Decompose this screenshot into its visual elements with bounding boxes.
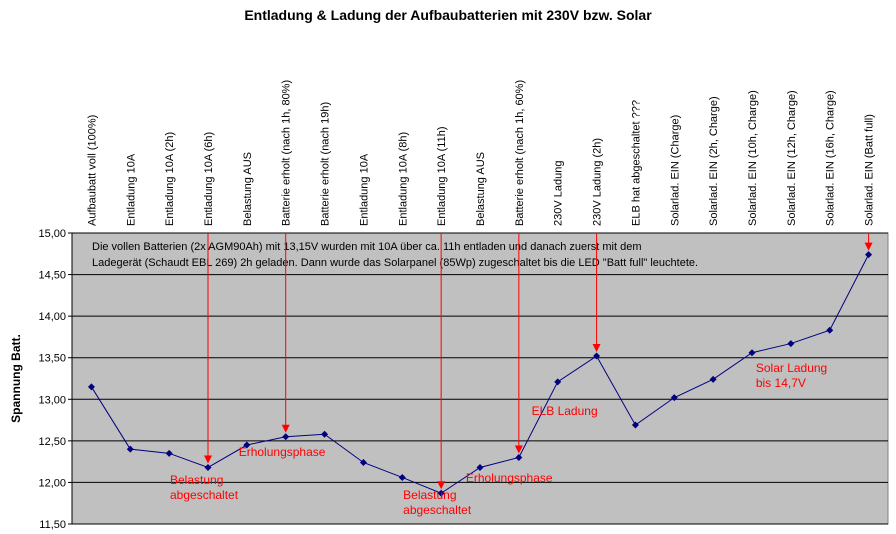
y-tick-label: 13,50	[38, 353, 66, 365]
note-line: Ladegerät (Schaudt EBL 269) 2h geladen. …	[92, 257, 698, 269]
x-category-label: ELB hat abgeschaltet ???	[630, 100, 642, 226]
y-tick-label: 12,50	[38, 436, 66, 448]
data-point	[282, 433, 290, 441]
x-category-label: Solarlad. EIN (12h, Charge)	[786, 90, 798, 226]
x-category-label: Belastung AUS	[242, 152, 254, 226]
data-point	[709, 375, 717, 383]
x-category-label: Solarlad. EIN (16h, Charge)	[825, 90, 837, 226]
annotation-arrow	[204, 233, 212, 464]
annotation-label: Belastung	[403, 488, 456, 502]
x-category-label: Belastung AUS	[475, 152, 487, 226]
data-point	[826, 326, 834, 334]
data-point	[204, 463, 212, 471]
arrow-head	[514, 445, 523, 454]
x-category-label: 230V Ladung (2h)	[592, 138, 604, 226]
data-point	[398, 473, 406, 481]
y-axis-label: Spannung Batt.	[9, 334, 23, 423]
data-point	[787, 340, 795, 348]
x-category-label: Solarlad. EIN (Charge)	[669, 115, 681, 226]
annotations: BelastungabgeschaltetErholungsphaseBelas…	[170, 361, 827, 517]
annotation-arrow	[514, 233, 523, 454]
y-tick-label: 11,50	[39, 519, 66, 531]
annotation-label: Solar Ladung	[756, 361, 827, 375]
x-axis-categories: Aufbaubatt voll (100%) Entladung 10A Entla…	[86, 80, 875, 226]
x-category-label: Batterie erholt (nach 1h, 60%)	[514, 80, 526, 226]
data-point	[865, 251, 873, 259]
data-point	[670, 394, 678, 402]
arrow-head	[864, 242, 873, 251]
description-note: Die vollen Batterien (2x AGM90Ah) mit 13…	[92, 241, 698, 269]
x-category-label: Entladung 10A	[358, 153, 370, 226]
x-category-label: 230V Ladung	[553, 161, 565, 226]
x-category-label: Entladung 10A	[125, 153, 137, 226]
annotation-label: ELB Ladung	[532, 404, 598, 418]
annotation-label: Belastung	[170, 473, 223, 487]
annotation-arrow	[592, 233, 601, 353]
x-category-label: Entladung 10A (2h)	[164, 132, 176, 226]
y-tick-label: 12,00	[38, 477, 66, 489]
data-point	[748, 349, 756, 357]
data-point	[126, 445, 134, 453]
note-line: Die vollen Batterien (2x AGM90Ah) mit 13…	[92, 241, 642, 253]
chart-title: Entladung & Ladung der Aufbaubatterien m…	[244, 7, 652, 23]
y-tick-label: 13,00	[38, 394, 66, 406]
annotation-arrows	[204, 233, 873, 490]
data-point	[359, 458, 367, 466]
data-point	[593, 352, 601, 360]
y-tick-label: 15,00	[38, 228, 66, 240]
annotation-arrow	[864, 233, 873, 251]
y-tick-label: 14,00	[38, 311, 66, 323]
annotation-label: Erholungsphase	[239, 445, 326, 459]
arrow-head	[281, 424, 290, 433]
annotation-label: Erholungsphase	[466, 471, 553, 485]
data-point	[554, 378, 562, 386]
arrow-head	[204, 455, 212, 464]
y-axis: 11,50 12,00 12,50 13,00 13,50 14,00 14,50 15,00	[38, 228, 73, 531]
x-category-label: Aufbaubatt voll (100%)	[86, 115, 98, 226]
data-point	[437, 489, 445, 497]
series-line-group	[87, 251, 873, 497]
y-tick-label: 14,50	[38, 270, 66, 282]
annotation-arrow	[437, 233, 446, 490]
data-point	[87, 383, 95, 391]
x-category-label: Batterie erholt (nach 19h)	[320, 102, 332, 226]
annotation-label: abgeschaltet	[403, 503, 472, 517]
data-point	[243, 441, 251, 449]
data-point	[165, 449, 173, 457]
annotation-arrow	[281, 233, 290, 433]
x-category-label: Solarlad. EIN (10h, Charge)	[747, 90, 759, 226]
data-point	[631, 421, 639, 429]
x-category-label: Solarlad. EIN (2h, Charge)	[708, 96, 720, 226]
data-point	[476, 463, 484, 471]
data-point	[515, 453, 523, 461]
x-category-label: Entladung 10A (11h)	[436, 127, 448, 226]
data-point	[321, 430, 329, 438]
x-category-label: Entladung 10A (8h)	[397, 132, 409, 226]
annotation-label: bis 14,7V	[756, 376, 806, 390]
x-category-label: Batterie erholt (nach 1h, 80%)	[281, 80, 293, 226]
x-category-label: Entladung 10A (6h)	[203, 132, 215, 226]
annotation-label: abgeschaltet	[170, 488, 239, 502]
x-category-label: Solarlad. EIN (Batt full)	[864, 114, 876, 226]
arrow-head	[437, 481, 446, 490]
arrow-head	[592, 344, 601, 353]
